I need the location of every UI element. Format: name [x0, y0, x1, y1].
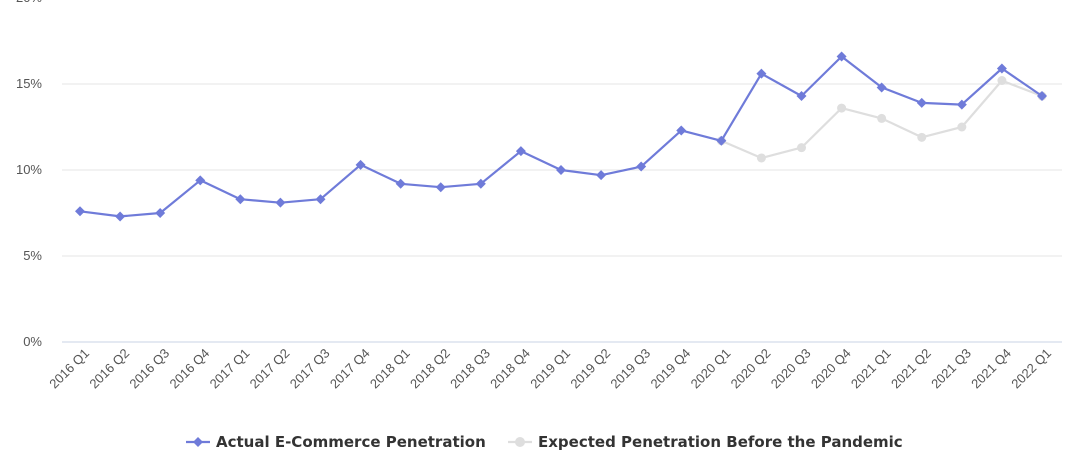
data-point[interactable]	[115, 211, 126, 222]
data-point[interactable]	[916, 97, 927, 108]
y-axis-tick-labels: 0% 5% 10% 15% 20%	[16, 0, 42, 349]
y-tick-label: 0%	[23, 334, 42, 349]
data-point[interactable]	[235, 194, 246, 205]
data-point[interactable]	[836, 51, 847, 62]
series-line	[78, 55, 1044, 218]
x-tick-label: 2021 Q4	[968, 346, 1014, 392]
data-point[interactable]	[676, 125, 687, 136]
data-point[interactable]	[515, 146, 526, 157]
data-point[interactable]	[395, 178, 406, 189]
data-point[interactable]	[876, 82, 887, 93]
x-tick-label: 2019 Q1	[527, 346, 573, 392]
x-tick-label: 2021 Q2	[888, 346, 934, 392]
data-point[interactable]	[275, 197, 286, 208]
data-point[interactable]	[636, 161, 647, 172]
y-tick-label: 10%	[16, 162, 42, 177]
data-point[interactable]	[837, 103, 847, 113]
data-point[interactable]	[435, 182, 446, 193]
x-tick-label: 2018 Q2	[407, 346, 453, 392]
data-point[interactable]	[756, 68, 767, 79]
data-point[interactable]	[1037, 91, 1047, 102]
diamond-marker-icon	[193, 437, 203, 447]
x-tick-label: 2019 Q2	[567, 346, 613, 392]
circle-marker-icon	[515, 437, 525, 447]
data-point[interactable]	[996, 63, 1007, 74]
x-tick-label: 2017 Q1	[207, 346, 253, 392]
x-tick-label: 2018 Q4	[487, 346, 533, 392]
series-layer	[75, 51, 1047, 222]
legend-label: Actual E-Commerce Penetration	[216, 433, 486, 451]
data-point[interactable]	[355, 159, 366, 170]
x-tick-label: 2020 Q1	[688, 346, 734, 392]
data-point[interactable]	[596, 170, 607, 181]
y-tick-label: 5%	[23, 248, 42, 263]
y-tick-label: 15%	[16, 76, 42, 91]
data-point[interactable]	[716, 135, 727, 146]
x-tick-label: 2019 Q4	[647, 346, 693, 392]
data-point[interactable]	[957, 122, 967, 132]
x-tick-label: 2019 Q3	[607, 346, 653, 392]
x-tick-label: 2021 Q3	[928, 346, 974, 392]
data-point[interactable]	[315, 194, 326, 205]
legend-label: Expected Penetration Before the Pandemic	[538, 433, 903, 451]
legend-item-expected[interactable]: Expected Penetration Before the Pandemic	[508, 433, 903, 451]
x-tick-label: 2018 Q3	[447, 346, 493, 392]
data-point[interactable]	[195, 175, 206, 186]
data-point[interactable]	[556, 165, 566, 175]
x-tick-label: 2016 Q1	[46, 346, 92, 392]
x-tick-label: 2020 Q2	[728, 346, 774, 392]
x-tick-label: 2017 Q3	[287, 346, 333, 392]
x-tick-label: 2022 Q1	[1008, 346, 1054, 392]
data-point[interactable]	[796, 91, 807, 102]
x-tick-label: 2016 Q4	[166, 346, 212, 392]
x-tick-label: 2017 Q4	[327, 346, 373, 392]
x-tick-label: 2018 Q1	[367, 346, 413, 392]
x-tick-label: 2020 Q4	[808, 346, 854, 392]
x-tick-label: 2017 Q2	[247, 346, 293, 392]
data-point[interactable]	[917, 132, 927, 142]
data-point[interactable]	[75, 206, 85, 217]
series-actual	[75, 51, 1047, 222]
x-tick-label: 2021 Q1	[848, 346, 894, 392]
data-point[interactable]	[877, 113, 887, 123]
x-tick-label: 2016 Q3	[126, 346, 172, 392]
data-point[interactable]	[155, 208, 166, 218]
data-point[interactable]	[956, 99, 967, 110]
x-tick-label: 2016 Q2	[86, 346, 132, 392]
legend-item-actual[interactable]: Actual E-Commerce Penetration	[186, 433, 486, 451]
data-point[interactable]	[475, 178, 486, 189]
data-point[interactable]	[756, 153, 766, 163]
legend[interactable]: Actual E-Commerce Penetration Expected Pe…	[186, 433, 903, 451]
x-tick-label: 2020 Q3	[768, 346, 814, 392]
y-tick-label: 20%	[16, 0, 42, 5]
data-point[interactable]	[997, 76, 1007, 86]
data-point[interactable]	[797, 143, 806, 153]
